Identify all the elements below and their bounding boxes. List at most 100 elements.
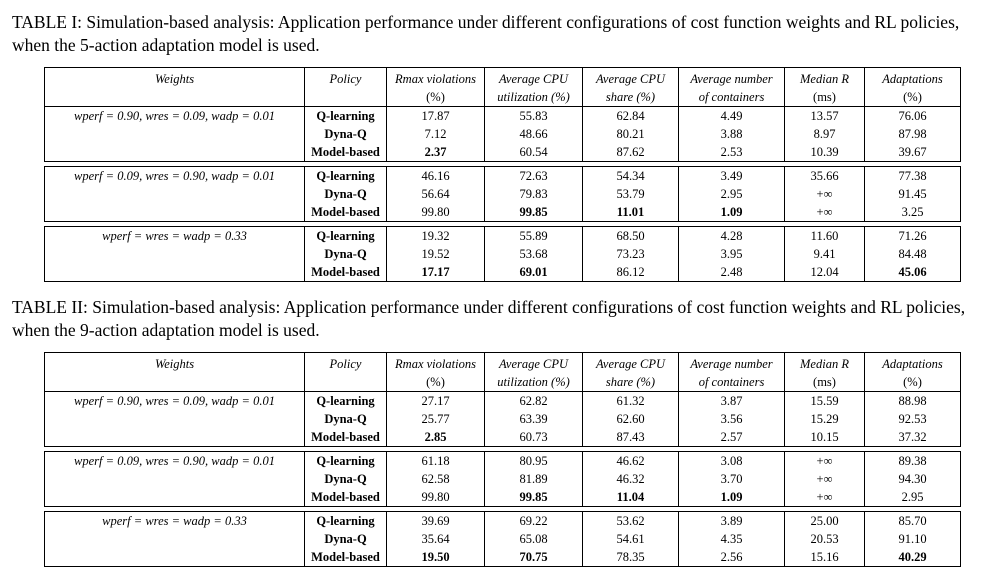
header-cell: share (%) xyxy=(582,88,679,107)
policy-cell: Q-learning xyxy=(304,226,387,245)
value-cell: 86.12 xyxy=(582,263,679,282)
value-cell: 45.06 xyxy=(864,263,961,282)
value-cell: 17.17 xyxy=(386,263,485,282)
header-cell: (%) xyxy=(386,373,485,392)
value-cell: 15.59 xyxy=(784,391,865,410)
value-cell: +∞ xyxy=(784,470,865,488)
value-cell: 11.01 xyxy=(582,203,679,222)
table-2-caption: TABLE II: Simulation-based analysis: App… xyxy=(12,297,966,340)
header-cell: Median R xyxy=(784,67,865,88)
weight-group: wperf = wres = wadp = 0.33 Q-learning 19.3… xyxy=(44,226,961,282)
value-cell: 65.08 xyxy=(484,530,583,548)
header-cell xyxy=(44,88,305,107)
value-cell: 15.29 xyxy=(784,410,865,428)
value-cell: 54.61 xyxy=(582,530,679,548)
header-cell: utilization (%) xyxy=(484,88,583,107)
value-cell: +∞ xyxy=(784,488,865,507)
value-cell: 40.29 xyxy=(864,548,961,567)
weight-group: wperf = wres = wadp = 0.33 Q-learning 39.6… xyxy=(44,511,961,567)
table-2: Weights Policy Rmax violations Average CPU A… xyxy=(44,352,961,567)
header-cell: (ms) xyxy=(784,373,865,392)
header-cell: Rmax violations xyxy=(386,67,485,88)
value-cell: 35.64 xyxy=(386,530,485,548)
table-row: wperf = wres = wadp = 0.33 Q-learning 39.6… xyxy=(44,511,961,567)
value-cell: 55.83 xyxy=(484,106,583,125)
value-cell: 69.01 xyxy=(484,263,583,282)
header-cell xyxy=(304,373,387,392)
header-cell: of containers xyxy=(678,88,785,107)
table-row: Dyna-Q 62.58 81.89 46.32 3.70 +∞ 94.30 xyxy=(45,470,961,488)
weights-cell: wperf = 0.90, wres = 0.09, wadp = 0.01 xyxy=(44,391,305,447)
value-cell: 79.83 xyxy=(484,185,583,203)
table-row: wperf = 0.09, wres = 0.90, wadp = 0.01 Q-… xyxy=(44,166,961,222)
value-cell: 3.89 xyxy=(678,511,785,530)
value-cell: 48.66 xyxy=(484,125,583,143)
value-cell: 81.89 xyxy=(484,470,583,488)
value-cell: 7.12 xyxy=(386,125,485,143)
value-cell: 12.04 xyxy=(784,263,865,282)
table-row: Dyna-Q 19.52 53.68 73.23 3.95 9.41 84.48 xyxy=(45,245,961,263)
header-cell: (%) xyxy=(386,88,485,107)
header-cell: Average number xyxy=(678,352,785,373)
value-cell: 25.00 xyxy=(784,511,865,530)
value-cell: 4.28 xyxy=(678,226,785,245)
header-cell xyxy=(44,373,305,392)
value-cell: 39.67 xyxy=(864,143,961,162)
header-cell: (%) xyxy=(864,373,961,392)
table-1: Weights Policy Rmax violations Average CPU A… xyxy=(44,67,961,282)
value-cell: 70.75 xyxy=(484,548,583,567)
weights-cell: wperf = wres = wadp = 0.33 xyxy=(44,511,305,567)
value-cell: 11.04 xyxy=(582,488,679,507)
header-cell: Average number xyxy=(678,67,785,88)
value-cell: 54.34 xyxy=(582,166,679,185)
policy-cell: Dyna-Q xyxy=(304,245,387,263)
value-cell: 85.70 xyxy=(864,511,961,530)
value-cell: 3.70 xyxy=(678,470,785,488)
weights-cell: wperf = 0.90, wres = 0.09, wadp = 0.01 xyxy=(44,106,305,162)
value-cell: 80.21 xyxy=(582,125,679,143)
value-cell: 2.57 xyxy=(678,428,785,447)
value-cell: 91.45 xyxy=(864,185,961,203)
value-cell: 17.87 xyxy=(386,106,485,125)
value-cell: 3.25 xyxy=(864,203,961,222)
header-cell: share (%) xyxy=(582,373,679,392)
policy-cell: Model-based xyxy=(304,488,387,507)
table-row: wperf = 0.90, wres = 0.09, wadp = 0.01 Q-… xyxy=(44,391,961,447)
value-cell: 1.09 xyxy=(678,488,785,507)
table-row: Dyna-Q 35.64 65.08 54.61 4.35 20.53 91.10 xyxy=(45,530,961,548)
value-cell: 3.88 xyxy=(678,125,785,143)
header-cell: utilization (%) xyxy=(484,373,583,392)
value-cell: 62.58 xyxy=(386,470,485,488)
table-row: wperf = 0.09, wres = 0.90, wadp = 0.01 Q-… xyxy=(44,451,961,507)
header-cell: Average CPU xyxy=(582,67,679,88)
weight-group: wperf = 0.90, wres = 0.09, wadp = 0.01 Q-… xyxy=(44,106,961,162)
table-row: Model-based 2.85 60.73 87.43 2.57 10.15 37.32 xyxy=(45,428,961,447)
value-cell: 84.48 xyxy=(864,245,961,263)
value-cell: 53.62 xyxy=(582,511,679,530)
policy-cell: Model-based xyxy=(304,263,387,282)
header-cell: Median R xyxy=(784,352,865,373)
weights-cell: wperf = wres = wadp = 0.33 xyxy=(44,226,305,282)
value-cell: 71.26 xyxy=(864,226,961,245)
value-cell: 99.85 xyxy=(484,203,583,222)
value-cell: 2.95 xyxy=(678,185,785,203)
value-cell: +∞ xyxy=(784,451,865,470)
header-cell: (%) xyxy=(864,88,961,107)
value-cell: 8.97 xyxy=(784,125,865,143)
value-cell: +∞ xyxy=(784,203,865,222)
header-cell: Rmax violations xyxy=(386,352,485,373)
header-cell: Weights xyxy=(44,67,305,88)
weights-cell: wperf = 0.09, wres = 0.90, wadp = 0.01 xyxy=(44,451,305,507)
table-row: Model-based 99.80 99.85 11.01 1.09 +∞ 3.25 xyxy=(45,203,961,222)
value-cell: 62.82 xyxy=(484,391,583,410)
value-cell: 25.77 xyxy=(386,410,485,428)
value-cell: 11.60 xyxy=(784,226,865,245)
value-cell: 61.32 xyxy=(582,391,679,410)
value-cell: 91.10 xyxy=(864,530,961,548)
value-cell: 77.38 xyxy=(864,166,961,185)
header-cell: Adaptations xyxy=(864,352,961,373)
table-row: Model-based 19.50 70.75 78.35 2.56 15.16 40.29 xyxy=(45,548,961,567)
value-cell: 87.62 xyxy=(582,143,679,162)
value-cell: 35.66 xyxy=(784,166,865,185)
table-row: Dyna-Q 56.64 79.83 53.79 2.95 +∞ 91.45 xyxy=(45,185,961,203)
